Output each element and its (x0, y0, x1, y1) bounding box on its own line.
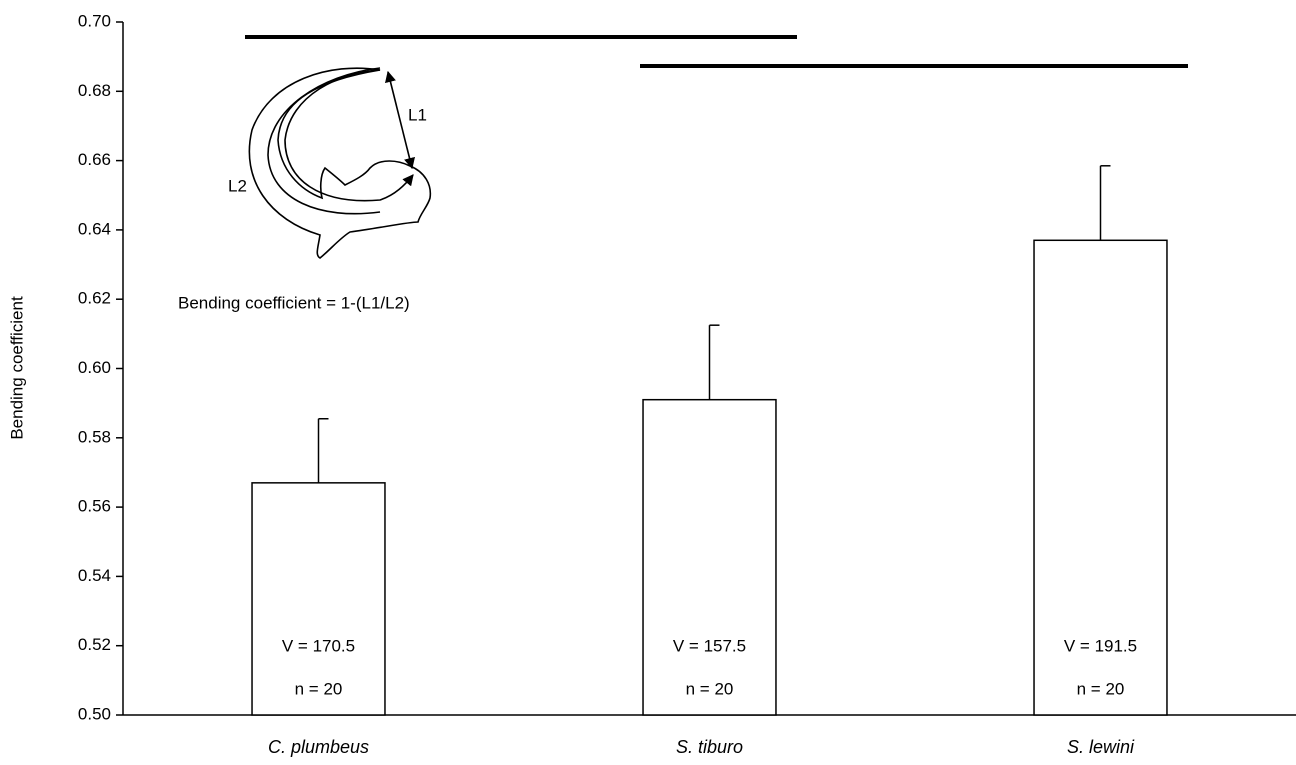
bar (643, 400, 776, 715)
x-tick-label: C. plumbeus (268, 737, 369, 757)
y-tick-label: 0.54 (78, 566, 111, 585)
bar-annotation: V = 170.5 (282, 636, 355, 655)
y-tick-label: 0.62 (78, 289, 111, 308)
bar-annotation: V = 191.5 (1064, 636, 1137, 655)
bar-annotation: n = 20 (686, 679, 734, 698)
y-axis-label: Bending coefficient (7, 296, 26, 440)
inset-formula: Bending coefficient = 1-(L1/L2) (178, 293, 410, 312)
x-tick-label: S. lewini (1067, 737, 1135, 757)
y-tick-label: 0.50 (78, 704, 111, 723)
inset-diagram (249, 68, 430, 258)
chart: Bending coefficient L1 L2 Bending coeffi… (0, 0, 1296, 765)
bar-annotation: n = 20 (1077, 679, 1125, 698)
y-tick-label: 0.56 (78, 497, 111, 516)
y-tick-label: 0.60 (78, 358, 111, 377)
y-tick-label: 0.64 (78, 219, 111, 238)
y-tick-label: 0.52 (78, 635, 111, 654)
x-tick-label: S. tiburo (676, 737, 743, 757)
bar-annotation: V = 157.5 (673, 636, 746, 655)
y-tick-label: 0.66 (78, 150, 111, 169)
inset-label: L2 (228, 176, 247, 195)
inset-label: L1 (408, 105, 427, 124)
y-tick-label: 0.58 (78, 427, 111, 446)
y-tick-label: 0.70 (78, 11, 111, 30)
y-tick-label: 0.68 (78, 81, 111, 100)
bar-annotation: n = 20 (295, 679, 343, 698)
